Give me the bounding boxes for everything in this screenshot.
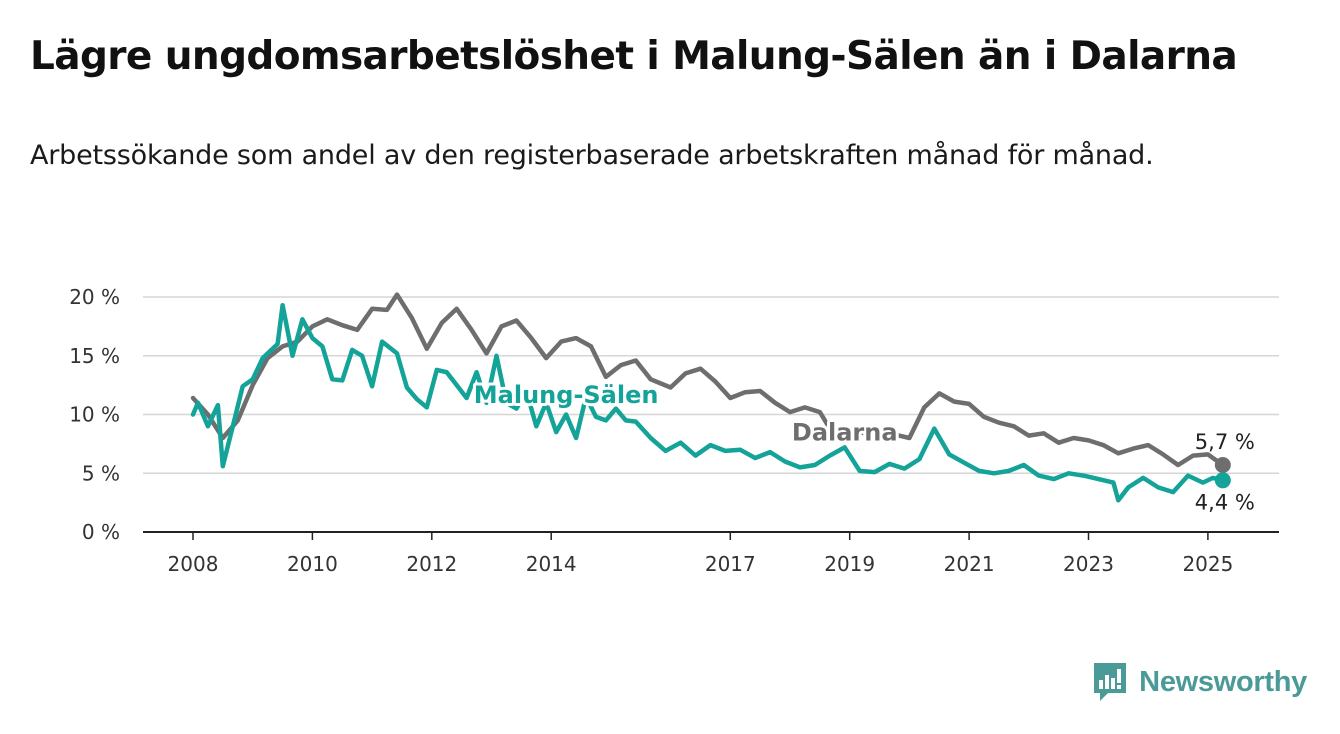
series-end-dot-dalarna (1214, 457, 1231, 474)
x-tick-label: 2010 (287, 552, 338, 576)
chart-subtitle: Arbetssökande som andel av den registerb… (30, 140, 1154, 171)
newsworthy-logo-icon (1094, 663, 1127, 701)
end-label-malung-salen: 4,4 % (1195, 490, 1255, 514)
x-tick-label: 2023 (1063, 552, 1114, 576)
x-tick-label: 2017 (705, 552, 756, 576)
y-tick-label: 20 % (69, 285, 120, 309)
brand-logo: Newsworthy (1091, 660, 1307, 704)
series-label-dalarna: Dalarna (792, 418, 898, 446)
series-labels: 5,7 % 4,4 % Malung-Sälen Dalarna (471, 378, 1255, 515)
series-line-dalarna (190, 292, 1226, 468)
x-tick-label: 2012 (406, 552, 457, 576)
x-axis: 2008 2010 2012 2014 2017 2019 2021 2023 2025 (143, 531, 1279, 576)
y-tick-label: 5 % (82, 461, 120, 485)
y-tick-label: 0 % (82, 520, 120, 544)
end-label-dalarna: 5,7 % (1195, 430, 1255, 454)
x-tick-label: 2008 (168, 552, 219, 576)
series-lines (190, 292, 1231, 503)
grid-lines (143, 296, 1279, 474)
y-tick-label: 10 % (69, 403, 120, 427)
series-line-malung-sälen (190, 302, 1226, 503)
y-axis-ticks: 0 % 5 % 10 % 15 % 20 % (69, 285, 120, 544)
x-tick-label: 2014 (526, 552, 577, 576)
y-tick-label: 15 % (69, 344, 120, 368)
chart-title: Lägre ungdomsarbetslöshet i Malung-Sälen… (30, 34, 1238, 79)
series-end-dot-malung-sälen (1214, 472, 1231, 489)
x-tick-label: 2019 (824, 552, 875, 576)
series-label-malung-salen: Malung-Sälen (474, 381, 659, 409)
brand-name: Newsworthy (1139, 665, 1307, 698)
x-tick-label: 2025 (1182, 552, 1233, 576)
x-tick-label: 2021 (944, 552, 995, 576)
